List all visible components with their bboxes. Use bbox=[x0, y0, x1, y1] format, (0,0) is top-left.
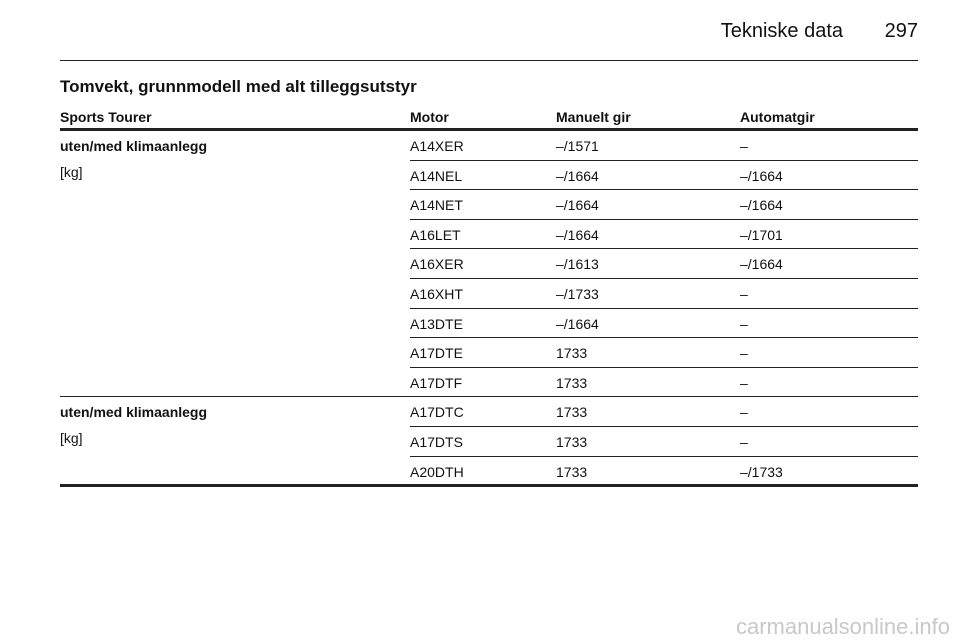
table-cell: A17DTE bbox=[410, 345, 463, 362]
table-cell: – bbox=[740, 404, 748, 421]
row-rule bbox=[410, 337, 918, 339]
row-rule bbox=[410, 455, 918, 457]
column-header: Sports Tourer bbox=[60, 109, 152, 125]
table-cell: –/1664 bbox=[740, 256, 783, 273]
table-cell: A16XHT bbox=[410, 286, 463, 302]
section-title: Tomvekt, grunnmodell med alt tilleggsuts… bbox=[60, 77, 417, 96]
table-cell: –/1571 bbox=[556, 138, 599, 154]
table-cell: –/1664 bbox=[740, 197, 783, 214]
table-cell: –/1733 bbox=[556, 286, 599, 302]
table-cell: 1733 bbox=[556, 374, 588, 391]
row-rule bbox=[410, 218, 918, 220]
row-rule bbox=[410, 307, 918, 309]
table-cell: A14XER bbox=[410, 138, 464, 154]
column-header: Motor bbox=[410, 109, 449, 125]
table-bottom-rule bbox=[60, 484, 918, 488]
table-cell: A14NET bbox=[410, 197, 463, 214]
table-cell: –/1701 bbox=[740, 226, 783, 243]
table-cell: 1733 bbox=[556, 434, 588, 450]
header-title: Tekniske data bbox=[720, 20, 843, 42]
header-rule-thick bbox=[60, 128, 918, 131]
table-cell: 1733 bbox=[556, 463, 588, 480]
table-cell: A16LET bbox=[410, 226, 461, 243]
group-rule bbox=[60, 396, 918, 398]
table-cell: –/1664 bbox=[740, 167, 783, 184]
table-cell: A17DTS bbox=[410, 434, 463, 450]
table-cell: A14NEL bbox=[410, 167, 463, 184]
table-cell: – bbox=[740, 286, 748, 302]
table-cell: A17DTC bbox=[410, 404, 464, 421]
table-cell: A13DTE bbox=[410, 315, 463, 332]
row-rule bbox=[410, 189, 918, 191]
group-label: uten/med klimaanlegg bbox=[60, 404, 208, 421]
watermark: carmanualsonline.info bbox=[735, 614, 950, 639]
table-cell: – bbox=[740, 374, 748, 391]
table-cell: –/1733 bbox=[740, 463, 783, 480]
table-cell: –/1613 bbox=[556, 256, 599, 273]
table-cell: 1733 bbox=[556, 404, 588, 421]
table-cell: –/1664 bbox=[556, 315, 599, 332]
table-cell: A16XER bbox=[410, 256, 464, 273]
column-header: Manuelt gir bbox=[556, 109, 631, 125]
table-cell: A17DTF bbox=[410, 374, 463, 391]
table-cell: – bbox=[740, 315, 748, 332]
column-header: Automatgir bbox=[740, 109, 815, 125]
table-cell: A20DTH bbox=[410, 463, 464, 480]
table-cell: –/1664 bbox=[556, 197, 599, 214]
row-rule bbox=[410, 426, 918, 427]
group-unit: [kg] bbox=[60, 430, 83, 447]
table-cell: – bbox=[740, 138, 748, 154]
row-rule bbox=[410, 159, 918, 161]
table-cell: – bbox=[740, 345, 748, 362]
table-cell: – bbox=[740, 434, 748, 450]
page-number: 297 bbox=[884, 20, 918, 42]
row-rule bbox=[410, 366, 918, 368]
row-rule bbox=[410, 278, 918, 279]
group-unit: [kg] bbox=[60, 164, 83, 180]
table-cell: –/1664 bbox=[556, 167, 599, 184]
row-rule bbox=[410, 248, 918, 250]
table-cell: –/1664 bbox=[556, 226, 599, 243]
table-cell: 1733 bbox=[556, 345, 588, 362]
group-label: uten/med klimaanlegg bbox=[60, 138, 208, 154]
header-rule bbox=[60, 60, 918, 61]
